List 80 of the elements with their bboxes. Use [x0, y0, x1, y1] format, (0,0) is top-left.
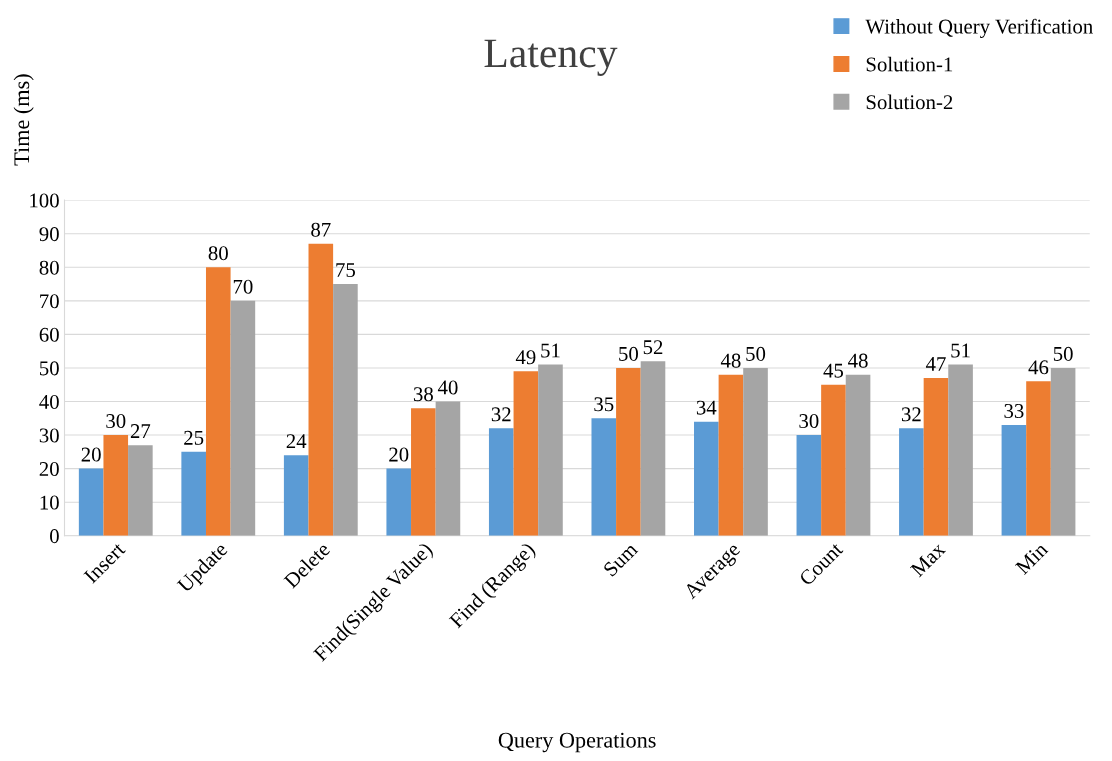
bar	[386, 468, 412, 536]
bar	[78, 468, 104, 536]
x-tick-label: Sum	[602, 541, 639, 577]
y-tick-label: 50	[40, 361, 59, 376]
y-tick-label: 90	[39, 227, 59, 242]
data-label: 30	[799, 413, 819, 429]
data-label: 40	[437, 380, 458, 395]
bar	[1001, 425, 1027, 536]
data-label: 70	[233, 279, 253, 294]
data-label: 47	[925, 357, 946, 371]
bar	[899, 428, 924, 536]
x-tick-label: Min	[1014, 541, 1049, 575]
y-tick-label: 60	[39, 327, 59, 342]
y-tick-label: 40	[39, 394, 59, 409]
bar	[283, 455, 309, 536]
bar	[411, 408, 436, 536]
data-label: 50	[746, 346, 766, 361]
data-label: 51	[951, 343, 970, 358]
bar	[640, 361, 666, 536]
bar	[948, 364, 973, 536]
bar	[308, 243, 334, 536]
data-label: 20	[389, 447, 409, 462]
data-label: 27	[130, 424, 151, 438]
bar	[513, 371, 539, 536]
data-label: 80	[208, 246, 228, 261]
data-label: 38	[413, 387, 433, 402]
bar	[694, 421, 719, 536]
data-label: 46	[1028, 360, 1049, 375]
bar	[488, 428, 514, 536]
bar	[1026, 381, 1051, 536]
data-label: 50	[619, 346, 639, 361]
y-tick-label: 30	[39, 428, 59, 443]
bar	[743, 367, 768, 536]
data-label: 32	[901, 407, 921, 422]
bar	[1050, 367, 1076, 536]
y-tick-label: 20	[39, 462, 59, 477]
y-tick-label: 0	[50, 529, 59, 544]
bar	[538, 364, 563, 536]
legend-label: Solution-1	[866, 56, 953, 72]
bar	[103, 435, 129, 536]
bar	[230, 300, 256, 536]
data-label: 33	[1004, 403, 1024, 418]
legend-label: Without Query Verification	[865, 18, 1093, 38]
data-label: 45	[823, 363, 844, 378]
data-label: 48	[848, 353, 868, 368]
bar	[591, 418, 617, 536]
bar	[128, 445, 153, 536]
legend-label: Solution-2	[866, 94, 953, 110]
bar	[718, 374, 744, 536]
bar	[205, 267, 231, 536]
y-tick-label: 70	[40, 294, 59, 309]
y-tick-label: 100	[30, 193, 59, 208]
data-label: 30	[106, 413, 126, 429]
bar	[333, 284, 358, 536]
data-label: 20	[81, 447, 101, 462]
bar	[923, 378, 949, 536]
data-label: 50	[1053, 346, 1073, 361]
y-tick-label: 80	[39, 260, 59, 275]
y-tick-label: 10	[40, 495, 59, 510]
bar	[181, 451, 206, 536]
x-tick-label: Max	[909, 541, 947, 578]
bar	[435, 401, 461, 536]
data-label: 35	[594, 397, 614, 412]
data-label: 48	[720, 353, 741, 368]
data-label: 52	[643, 340, 663, 355]
bar	[616, 367, 641, 536]
bar	[821, 384, 846, 536]
data-label: 25	[184, 430, 204, 445]
data-label: 32	[491, 407, 511, 422]
data-label: 24	[286, 434, 307, 448]
data-label: 75	[336, 263, 356, 278]
chart-title: Latency	[484, 39, 618, 76]
y-axis-title: Time (ms)	[13, 74, 34, 166]
x-axis-title: Query Operations	[498, 732, 656, 753]
data-label: 51	[541, 343, 560, 358]
bar	[845, 374, 871, 536]
bar	[796, 435, 822, 536]
data-label: 49	[515, 350, 536, 365]
data-label: 34	[696, 400, 717, 415]
data-label: 87	[311, 222, 331, 237]
